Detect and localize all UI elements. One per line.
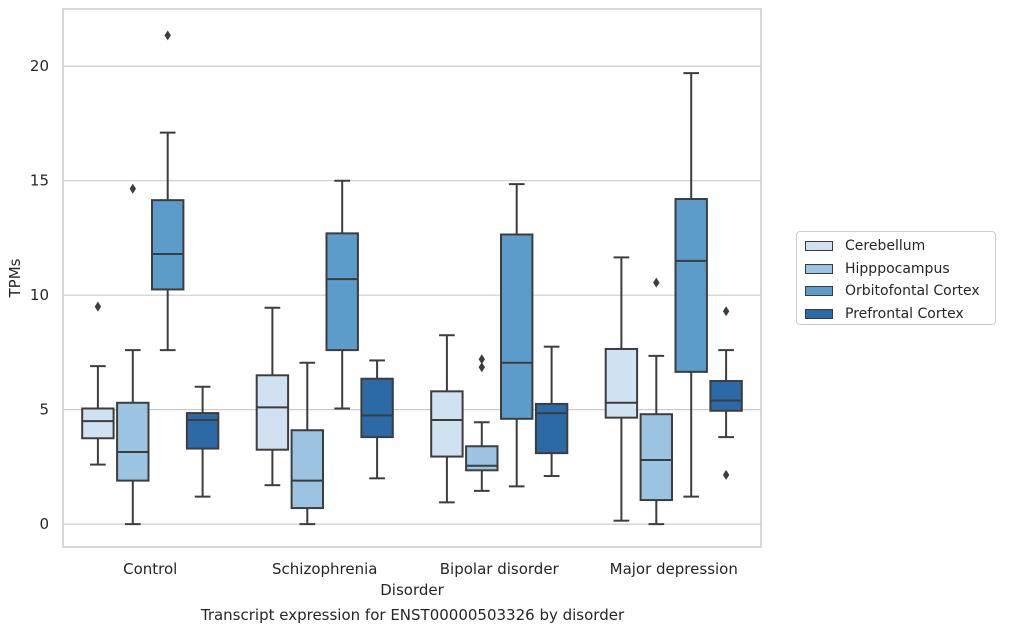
legend-swatch: [805, 308, 833, 319]
y-tick-labels: 0 5 10 15 20: [30, 57, 49, 533]
iqr-box: [674, 198, 708, 373]
iqr-box: [604, 347, 639, 419]
legend-item-orbitofontal-cortex: Orbitofontal Cortex: [805, 280, 987, 303]
iqr-box: [185, 412, 220, 450]
legend: Cerebellum Hipppocampus Orbitofontal Cor…: [796, 231, 996, 325]
box-control-3: [185, 385, 220, 498]
outlier-point: [164, 30, 171, 41]
iqr-box: [290, 429, 325, 510]
y-tick-label: 0: [39, 515, 49, 533]
y-tick-label: 10: [30, 286, 49, 304]
legend-label: Orbitofontal Cortex: [845, 283, 980, 300]
iqr-box: [639, 413, 674, 502]
box-control-1: [116, 183, 150, 526]
legend-swatch: [805, 286, 833, 297]
legend-label: Prefrontal Cortex: [845, 305, 964, 322]
outlier-point: [722, 306, 730, 317]
iqr-box: [81, 407, 115, 440]
legend-label: Hipppocampus: [845, 260, 950, 277]
figure-caption: Transcript expression for ENST0000050332…: [200, 606, 625, 624]
legend-swatch: [805, 241, 833, 252]
x-tick-label: Major depression: [610, 560, 738, 578]
plot-frame: [62, 8, 762, 548]
iqr-box: [116, 401, 150, 482]
legend-item-hippocampus: Hipppocampus: [805, 258, 987, 281]
legend-item-cerebellum: Cerebellum: [805, 235, 987, 258]
x-tick-label: Schizophrenia: [272, 560, 377, 578]
outlier-point: [653, 277, 660, 288]
iqr-box: [499, 233, 534, 420]
box-bipolar-disorder-3: [534, 345, 569, 478]
x-tick-label: Bipolar disorder: [440, 560, 560, 578]
iqr-box: [709, 380, 743, 412]
box-major-depression-2: [674, 72, 708, 498]
legend-item-prefrontal-cortex: Prefrontal Cortex: [805, 303, 987, 326]
box-schizophrenia-2: [325, 179, 359, 410]
y-tick-label: 15: [30, 172, 49, 190]
outlier-point: [478, 354, 485, 365]
iqr-box: [430, 390, 464, 458]
box-schizophrenia-3: [360, 359, 394, 480]
box-control-0: [81, 301, 115, 466]
box-major-depression-0: [604, 256, 639, 522]
box-bipolar-disorder-2: [499, 183, 534, 488]
x-axis-label: Disorder: [380, 581, 444, 599]
x-tick-label: Control: [123, 560, 177, 578]
box-major-depression-1: [639, 277, 674, 526]
outlier-point: [722, 469, 730, 480]
iqr-box: [255, 374, 290, 451]
outlier-point: [129, 183, 136, 194]
legend-label: Cerebellum: [845, 238, 926, 255]
boxes-layer: [81, 30, 743, 526]
box-major-depression-3: [709, 306, 743, 480]
legend-swatch: [805, 263, 833, 274]
outlier-point: [478, 362, 485, 373]
box-schizophrenia-1: [290, 361, 325, 526]
y-tick-label: 20: [30, 57, 49, 75]
box-schizophrenia-0: [255, 306, 290, 487]
iqr-box: [534, 402, 569, 455]
iqr-box: [150, 199, 185, 291]
y-tick-label: 5: [39, 401, 49, 419]
x-tick-labels: Control Schizophrenia Bipolar disorder Majo…: [123, 560, 738, 578]
iqr-box: [360, 377, 394, 439]
y-axis-label: TPMs: [6, 258, 24, 298]
box-bipolar-disorder-1: [465, 354, 499, 492]
gridlines: [63, 65, 761, 525]
box-control-2: [150, 30, 185, 352]
iqr-box: [325, 232, 359, 352]
outlier-point: [94, 301, 102, 312]
box-bipolar-disorder-0: [430, 334, 464, 504]
